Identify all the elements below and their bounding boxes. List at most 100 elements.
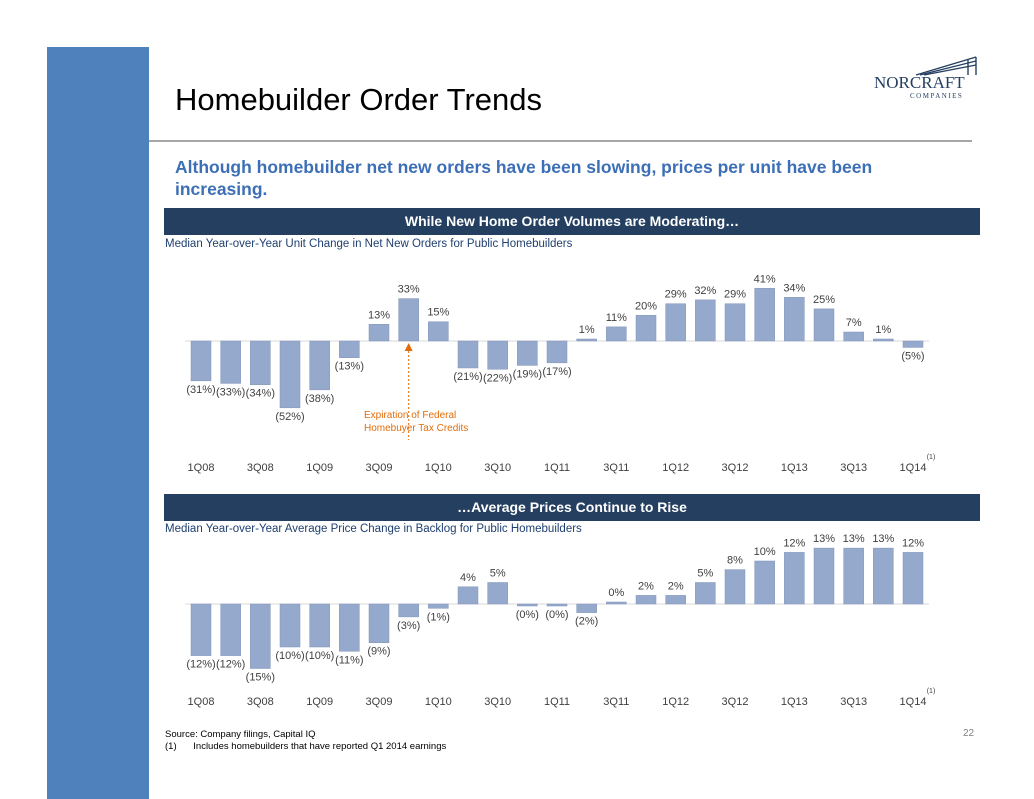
x-tick-label: 1Q09 [306, 462, 333, 474]
bar [606, 601, 627, 605]
data-label: 13% [843, 533, 865, 545]
data-label: (0%) [516, 609, 539, 621]
page-title: Homebuilder Order Trends [175, 82, 542, 117]
data-label: 10% [754, 546, 776, 558]
bar [368, 603, 390, 643]
bar [220, 603, 241, 656]
x-tick-label: 3Q12 [722, 462, 749, 474]
bar [606, 326, 627, 342]
chart-title-prices: Median Year-over-Year Average Price Chan… [165, 523, 582, 535]
bar [665, 303, 686, 342]
data-label: 41% [754, 273, 776, 285]
data-label: (31%) [186, 384, 215, 396]
data-label: (22%) [483, 372, 512, 384]
data-label: 0% [608, 587, 624, 599]
x-tick-label: 3Q08 [247, 462, 274, 474]
data-label: (17%) [542, 366, 571, 378]
bar [902, 552, 924, 605]
data-label: (52%) [275, 411, 304, 423]
slide-subtitle: Although homebuilder net new orders have… [175, 157, 873, 199]
bar [309, 603, 330, 648]
bar [368, 324, 390, 342]
x-tick-footnote-marker: (1) [927, 688, 936, 695]
data-label: 25% [813, 294, 835, 306]
footnote: (1) Includes homebuilders that have repo… [165, 741, 446, 752]
data-label: (1%) [427, 611, 450, 623]
x-tick-label: 1Q09 [306, 696, 333, 708]
data-label: (19%) [513, 368, 542, 380]
chart-title-orders: Median Year-over-Year Unit Change in Net… [165, 238, 573, 250]
bar [724, 569, 746, 605]
bar [457, 586, 479, 605]
bar [487, 582, 508, 605]
data-label: 8% [727, 555, 743, 567]
x-tick-label: 1Q13 [781, 696, 808, 708]
bar [487, 340, 508, 370]
bar [250, 340, 271, 385]
bar [576, 338, 597, 342]
bar [665, 595, 686, 605]
bar [398, 298, 419, 342]
data-label: 13% [872, 533, 894, 545]
x-tick-label: 1Q08 [188, 696, 215, 708]
source-note: Source: Company filings, Capital IQ [165, 729, 316, 740]
data-label: (21%) [453, 371, 482, 383]
bar [428, 603, 449, 609]
data-label: (0%) [545, 609, 568, 621]
x-tick-label: 3Q09 [366, 462, 393, 474]
data-label: 2% [668, 580, 684, 592]
x-tick-label: 1Q10 [425, 462, 452, 474]
data-label: 20% [635, 300, 657, 312]
x-tick-label: 3Q13 [840, 462, 867, 474]
data-label: (2%) [575, 616, 598, 628]
data-label: 12% [902, 537, 924, 549]
bar [309, 340, 330, 391]
data-label: (13%) [335, 361, 364, 373]
x-tick-footnote-marker: (1) [927, 454, 936, 461]
bar [279, 340, 301, 409]
bar [190, 603, 212, 656]
data-label: 32% [694, 285, 716, 297]
data-label: 2% [638, 580, 654, 592]
x-tick-label: 1Q08 [188, 462, 215, 474]
x-tick-label: 3Q11 [603, 462, 629, 474]
bar [339, 340, 360, 358]
bar [873, 547, 894, 605]
logo-subtext: COMPANIES [910, 92, 963, 100]
data-label: (11%) [335, 654, 364, 666]
annotation-arrow [404, 343, 413, 351]
data-label: 29% [665, 289, 687, 301]
bar [339, 603, 360, 652]
x-tick-label: 3Q09 [366, 696, 393, 708]
x-tick-label: 1Q14 [900, 696, 927, 708]
data-label: (10%) [275, 650, 304, 662]
annotation-text: Expiration of Federal [364, 410, 456, 421]
x-tick-label: 3Q13 [840, 696, 867, 708]
section-header-orders: While New Home Order Volumes are Moderat… [164, 208, 980, 235]
data-label: (38%) [305, 393, 334, 405]
bar [843, 331, 864, 342]
bar [813, 547, 835, 605]
data-label: (12%) [216, 659, 245, 671]
bar [220, 340, 241, 384]
x-tick-label: 3Q08 [247, 696, 274, 708]
bar [724, 303, 746, 342]
x-tick-label: 1Q12 [662, 462, 689, 474]
data-label: 1% [875, 324, 891, 336]
bar [250, 603, 271, 669]
data-label: 13% [813, 533, 835, 545]
data-label: (9%) [367, 646, 390, 658]
x-tick-label: 3Q12 [722, 696, 749, 708]
bar [695, 299, 716, 342]
x-tick-label: 1Q12 [662, 696, 689, 708]
data-label: 29% [724, 289, 746, 301]
data-label: (5%) [901, 350, 924, 362]
data-label: 5% [697, 568, 713, 580]
data-label: 7% [846, 317, 862, 329]
sidebar-accent [47, 47, 149, 799]
x-tick-label: 1Q11 [544, 696, 570, 708]
bar [546, 603, 568, 607]
bar [784, 297, 805, 342]
title-divider [149, 140, 972, 142]
